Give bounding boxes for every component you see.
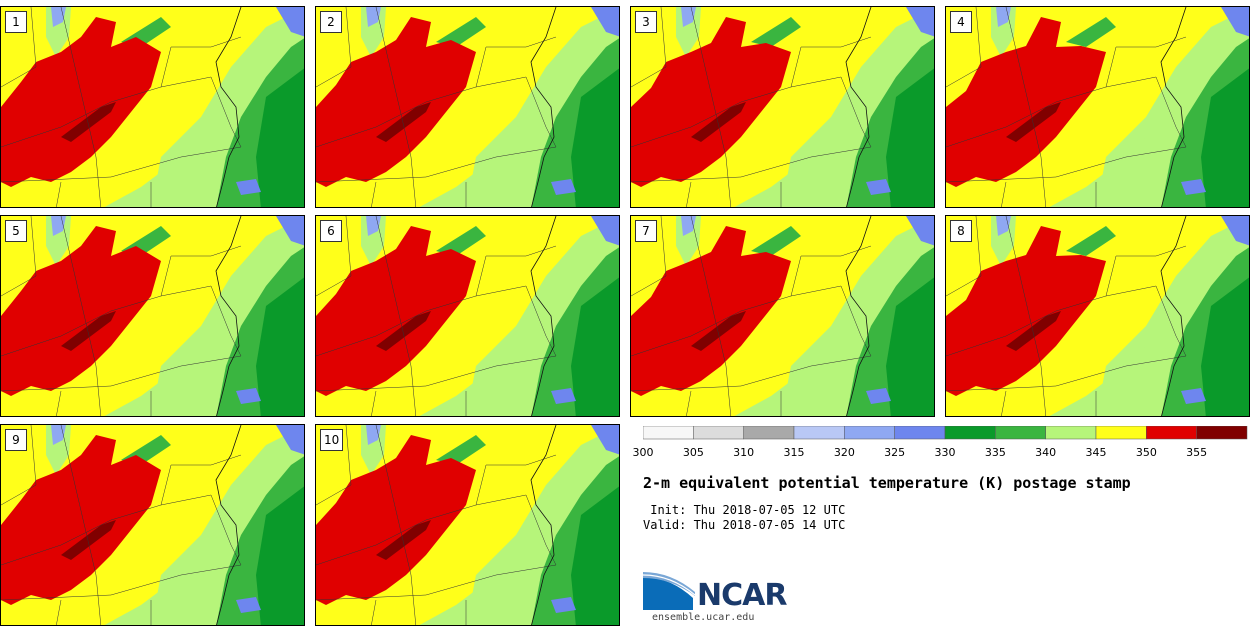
colorbar-swatch <box>894 426 946 440</box>
init-time: Init: Thu 2018-07-05 12 UTC <box>643 503 846 517</box>
colorbar-swatch <box>743 426 795 440</box>
member-number-label: 7 <box>635 220 657 242</box>
colorbar-swatch <box>793 426 845 440</box>
member-number-label: 9 <box>5 429 27 451</box>
colorbar-tick-label: 335 <box>984 446 1006 459</box>
colorbar-tick-label: 340 <box>1035 446 1057 459</box>
member-map-panel: 1 <box>0 6 305 208</box>
colorbar-swatch <box>693 426 744 440</box>
member-map-panel: 10 <box>315 424 620 626</box>
member-map-panel: 9 <box>0 424 305 626</box>
colorbar-swatch <box>643 426 694 440</box>
colorbar-swatch <box>995 426 1046 440</box>
member-number-label: 10 <box>320 429 344 451</box>
colorbar-tick-label: 305 <box>682 446 704 459</box>
colorbar-tick-label: 350 <box>1135 446 1157 459</box>
colorbar-tick-label: 300 <box>632 446 654 459</box>
colorbar-tick-label: 325 <box>884 446 906 459</box>
member-map-panel: 7 <box>630 215 935 417</box>
colorbar <box>643 426 1248 440</box>
colorbar-tick-label: 310 <box>733 446 755 459</box>
member-map-panel: 5 <box>0 215 305 417</box>
member-map-panel: 8 <box>945 215 1250 417</box>
figure-title: 2-m equivalent potential temperature (K)… <box>643 474 1131 492</box>
colorbar-tick-label: 355 <box>1186 446 1208 459</box>
member-number-label: 6 <box>320 220 342 242</box>
member-number-label: 4 <box>950 11 972 33</box>
ncar-logo-text: NCAR <box>697 578 787 613</box>
member-map-panel: 6 <box>315 215 620 417</box>
colorbar-tick-label: 320 <box>833 446 855 459</box>
colorbar-swatch <box>1196 426 1248 440</box>
colorbar-swatch <box>944 426 996 440</box>
member-map-panel: 3 <box>630 6 935 208</box>
logo-url: ensemble.ucar.edu <box>652 612 755 623</box>
colorbar-tick-label: 330 <box>934 446 956 459</box>
member-map-panel: 2 <box>315 6 620 208</box>
colorbar-swatch <box>1146 426 1197 440</box>
colorbar-tick-label: 345 <box>1085 446 1107 459</box>
member-number-label: 2 <box>320 11 342 33</box>
member-number-label: 1 <box>5 11 27 33</box>
member-number-label: 3 <box>635 11 657 33</box>
member-map-panel: 4 <box>945 6 1250 208</box>
ncar-logo-icon <box>643 572 695 610</box>
member-number-label: 5 <box>5 220 27 242</box>
colorbar-swatch <box>1095 426 1147 440</box>
member-number-label: 8 <box>950 220 972 242</box>
colorbar-swatch <box>1045 426 1097 440</box>
colorbar-swatch <box>844 426 895 440</box>
colorbar-tick-label: 315 <box>783 446 805 459</box>
valid-time: Valid: Thu 2018-07-05 14 UTC <box>643 518 846 532</box>
